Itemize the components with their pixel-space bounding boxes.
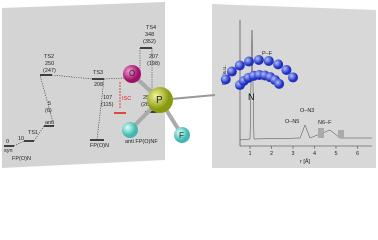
label: O–N3 <box>300 108 314 114</box>
x-tick-label: 1 <box>249 151 252 157</box>
x-tick-label: 4 <box>313 151 316 157</box>
label: 208 <box>94 82 103 88</box>
blue-spheres <box>220 55 299 91</box>
label: 5 <box>48 101 51 107</box>
label: FP(O)N <box>12 156 31 162</box>
x-label: r [Å] <box>300 158 311 165</box>
label: ISC <box>122 96 131 102</box>
x-tick-label: 3 <box>292 151 295 157</box>
atom-label: P <box>156 95 163 106</box>
sphere <box>281 64 292 75</box>
label: TS3 <box>93 70 103 76</box>
sphere <box>226 66 237 77</box>
label: 250 <box>45 61 54 67</box>
label: anti FP(O)NF <box>125 139 158 145</box>
label: O–N5 <box>285 119 299 125</box>
x-tick-label: 6 <box>356 151 359 157</box>
label: 207 <box>149 54 158 60</box>
label: (247) <box>43 68 56 74</box>
right-panel <box>212 4 376 168</box>
sphere <box>274 78 285 89</box>
label: 0 <box>6 139 9 145</box>
sphere <box>263 55 274 66</box>
sphere <box>243 56 254 67</box>
sphere <box>234 60 245 71</box>
sphere <box>220 74 231 85</box>
label: 107 <box>103 95 112 101</box>
sphere <box>253 55 264 66</box>
label: TS1 <box>28 130 38 136</box>
label: (268) <box>141 102 154 108</box>
label: TS4 <box>146 25 156 31</box>
sphere <box>288 72 299 83</box>
label: (352) <box>143 39 156 45</box>
label: P–F <box>262 51 273 57</box>
label: 348 <box>145 32 154 38</box>
atom-label: F <box>179 131 184 140</box>
label: 10 <box>18 136 24 142</box>
label: TS2 <box>44 54 54 60</box>
atom-label: N <box>248 92 255 102</box>
energy-labels: TS2 250 (247) TS3 208 TS4 348 (352) 207 … <box>4 25 160 162</box>
label: FP(O)N <box>90 143 109 149</box>
label: (115) <box>101 102 114 108</box>
label: syn <box>4 148 13 154</box>
x-tick-label: 2 <box>270 151 273 157</box>
label: (6) <box>45 108 52 114</box>
x-tick-label: 5 <box>335 151 338 157</box>
label: N6–F <box>318 120 332 126</box>
sphere <box>273 59 284 70</box>
atom-label: O <box>129 69 135 78</box>
label: (198) <box>147 61 160 67</box>
molecule: O P F N <box>122 65 255 143</box>
graphic: TS2 250 (247) TS3 208 TS4 348 (352) 207 … <box>2 2 376 168</box>
label: anti <box>45 120 54 126</box>
